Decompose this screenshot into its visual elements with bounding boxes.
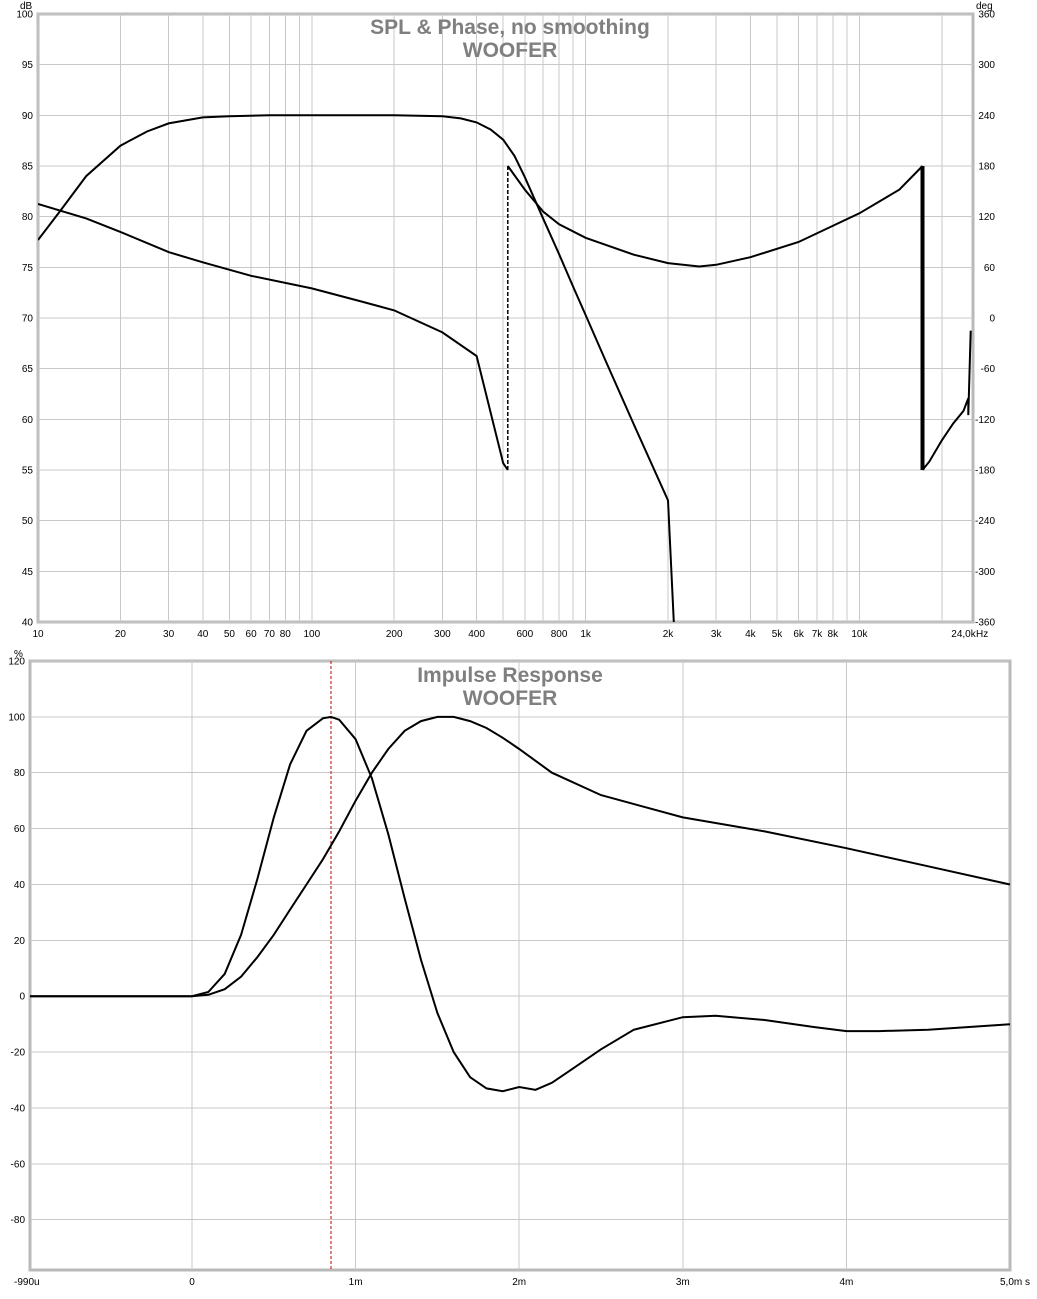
ir-chart-title: Impulse Response bbox=[417, 664, 603, 687]
spl-y2-tick-label: -360 bbox=[975, 618, 995, 629]
ir-series-group bbox=[30, 661, 1011, 1270]
spl-chart-title: SPL & Phase, no smoothing bbox=[370, 16, 650, 39]
spl-x-tick-label: 80 bbox=[280, 629, 292, 640]
ir-y-tick-label: 60 bbox=[14, 824, 26, 835]
ir-x-tick-label: 5,0m s bbox=[1000, 1277, 1030, 1288]
step-response-line bbox=[30, 715, 1011, 998]
spl-x-tick-label: 8k bbox=[828, 629, 840, 640]
spl-y-tick-label: 90 bbox=[22, 111, 34, 122]
spl-x-tick-label: 6k bbox=[793, 629, 805, 640]
ir-y-tick-label: 40 bbox=[14, 880, 26, 891]
spl-x-tick-label: 30 bbox=[163, 629, 175, 640]
spl-y-tick-label: 100 bbox=[16, 10, 33, 21]
spl-y-tick-label: 65 bbox=[22, 364, 34, 375]
phase-line bbox=[921, 330, 972, 471]
spl-y-tick-label: 50 bbox=[22, 516, 34, 527]
spl-chart-subtitle: WOOFER bbox=[463, 39, 558, 62]
spl-magnitude-line bbox=[38, 114, 675, 623]
spl-y-tick-label: 70 bbox=[22, 314, 34, 325]
ir-x-tick-label: 4m bbox=[839, 1277, 853, 1288]
spl-x-tick-label: 7k bbox=[812, 629, 824, 640]
spl-y-tick-label: 40 bbox=[22, 618, 34, 629]
spl-x-tick-label: 60 bbox=[246, 629, 258, 640]
spl-y-unit: dB bbox=[20, 1, 33, 12]
ir-y-tick-label: -40 bbox=[11, 1104, 26, 1115]
spl-x-tick-label: 5k bbox=[772, 629, 784, 640]
spl-x-tick-label: 20 bbox=[115, 629, 127, 640]
ir-x-tick-label: 0 bbox=[189, 1277, 195, 1288]
spl-y2-tick-label: 120 bbox=[978, 212, 995, 223]
spl-x-tick-label: 2k bbox=[663, 629, 675, 640]
ir-x-tick-label: 3m bbox=[676, 1277, 690, 1288]
spl-x-tick-label: 24,0k bbox=[951, 629, 976, 640]
spl-y2-tick-label: 0 bbox=[989, 314, 995, 325]
ir-axis-labels: 120 100 80 60 40 20 0 -20 -40 -60 -80 -990u 0 1m 2m 3m 4… bbox=[8, 657, 1030, 1289]
ir-grid bbox=[30, 660, 1010, 1270]
ir-chart-subtitle: WOOFER bbox=[463, 687, 558, 710]
phase-line bbox=[506, 165, 924, 268]
spl-x-unit: Hz bbox=[976, 629, 988, 640]
spl-x-tick-label: 100 bbox=[303, 629, 320, 640]
spl-y-tick-label: 60 bbox=[22, 415, 34, 426]
spl-phase-chart: 1009590858075706560555045403603002401801… bbox=[16, 1, 995, 640]
ir-y-tick-label: -20 bbox=[11, 1048, 26, 1059]
spl-y-tick-label: 55 bbox=[22, 466, 34, 477]
ir-y-tick-label: -60 bbox=[11, 1159, 26, 1170]
spl-x-tick-label: 300 bbox=[434, 629, 451, 640]
ir-y-tick-label: 20 bbox=[14, 936, 26, 947]
ir-y-tick-label: 120 bbox=[8, 657, 25, 668]
spl-x-tick-label: 200 bbox=[386, 629, 403, 640]
ir-y-tick-label: 0 bbox=[19, 992, 25, 1003]
spl-y2-tick-label: 240 bbox=[978, 111, 995, 122]
spl-y2-unit: deg bbox=[976, 1, 993, 12]
spl-y-tick-label: 95 bbox=[22, 60, 34, 71]
spl-y2-tick-label: -120 bbox=[975, 415, 995, 426]
ir-y-tick-label: 100 bbox=[8, 712, 25, 723]
spl-x-tick-label: 4k bbox=[745, 629, 757, 640]
spl-y-tick-label: 75 bbox=[22, 263, 34, 274]
spl-y2-tick-label: 180 bbox=[978, 162, 995, 173]
spl-x-tick-label: 10 bbox=[32, 629, 44, 640]
ir-y-tick-label: -80 bbox=[11, 1215, 26, 1226]
phase-line bbox=[38, 203, 509, 471]
spl-x-tick-label: 400 bbox=[468, 629, 485, 640]
ir-plot-area bbox=[28, 659, 1012, 1272]
spl-x-tick-label: 70 bbox=[264, 629, 276, 640]
spl-y2-tick-label: -240 bbox=[975, 516, 995, 527]
spl-axis-labels: 1009590858075706560555045403603002401801… bbox=[16, 10, 995, 641]
spl-y2-tick-label: -300 bbox=[975, 567, 995, 578]
spl-y2-tick-label: -180 bbox=[975, 466, 995, 477]
spl-y2-tick-label: 60 bbox=[984, 263, 996, 274]
ir-y-unit: % bbox=[14, 649, 23, 660]
ir-x-tick-label: 1m bbox=[349, 1277, 363, 1288]
spl-x-tick-label: 3k bbox=[711, 629, 723, 640]
spl-y2-tick-label: 360 bbox=[978, 10, 995, 21]
ir-x-tick-label: -990u bbox=[14, 1277, 40, 1288]
spl-y2-tick-label: -60 bbox=[981, 364, 996, 375]
spl-x-tick-label: 10k bbox=[851, 629, 868, 640]
spl-x-tick-label: 600 bbox=[516, 629, 533, 640]
impulse-response-line bbox=[30, 715, 1011, 1093]
spl-series-group bbox=[38, 114, 972, 623]
spl-x-tick-label: 40 bbox=[197, 629, 209, 640]
spl-y-tick-label: 45 bbox=[22, 567, 34, 578]
spl-x-tick-label: 800 bbox=[551, 629, 568, 640]
spl-x-tick-label: 50 bbox=[224, 629, 236, 640]
spl-y2-tick-label: 300 bbox=[978, 60, 995, 71]
ir-y-tick-label: 80 bbox=[14, 768, 26, 779]
spl-x-tick-label: 1k bbox=[580, 629, 592, 640]
impulse-response-chart: 120 100 80 60 40 20 0 -20 -40 -60 -80 -990u 0 1m 2m 3m 4… bbox=[8, 649, 1030, 1288]
ir-x-tick-label: 2m bbox=[512, 1277, 526, 1288]
spl-y-tick-label: 85 bbox=[22, 162, 34, 173]
spl-y-tick-label: 80 bbox=[22, 212, 34, 223]
